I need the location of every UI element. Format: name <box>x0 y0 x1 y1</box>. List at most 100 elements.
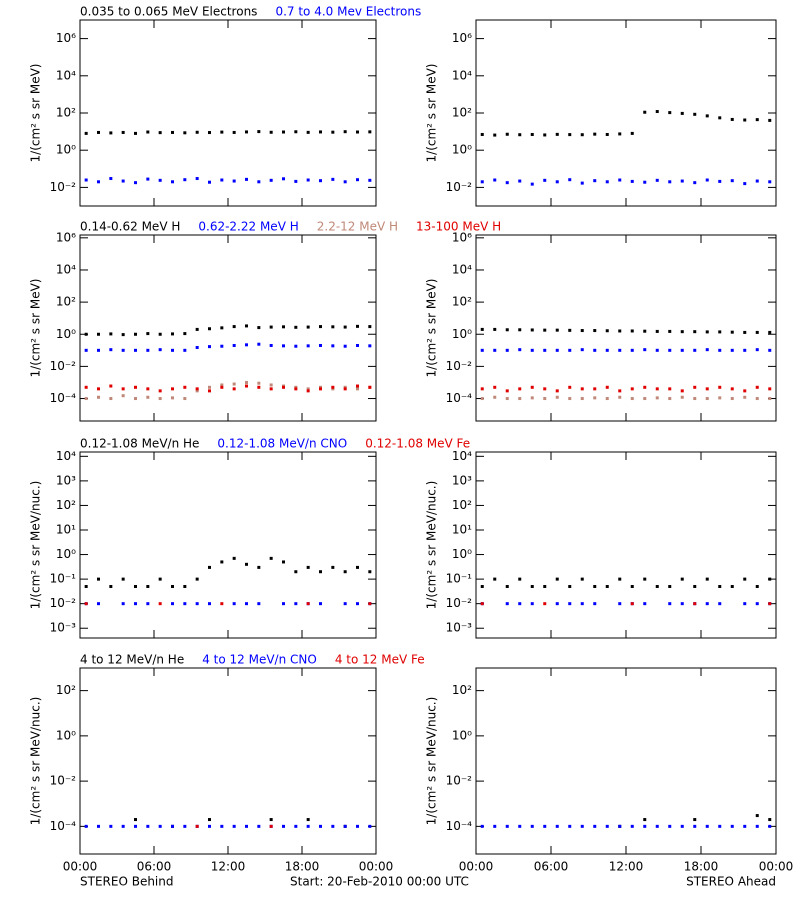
y-tick-label: 10⁻³ <box>50 621 77 635</box>
data-point <box>580 181 584 185</box>
data-point <box>356 178 359 182</box>
data-point <box>743 182 747 186</box>
y-tick-label: 10² <box>452 498 472 512</box>
data-point <box>195 130 199 134</box>
data-point <box>518 824 522 828</box>
data-point <box>643 110 647 114</box>
data-point <box>768 118 772 122</box>
y-tick-label: 10⁰ <box>452 547 472 561</box>
data-point <box>655 396 659 400</box>
data-point <box>97 577 100 581</box>
data-point <box>343 130 347 134</box>
data-point <box>245 602 248 606</box>
data-point <box>605 585 609 589</box>
data-point <box>109 585 113 589</box>
data-point <box>245 380 248 384</box>
y-axis-label: 1/(cm² s sr MeV/nuc.) <box>425 481 439 610</box>
data-point <box>146 177 150 181</box>
data-point <box>294 179 298 183</box>
data-point <box>518 397 522 401</box>
data-point <box>208 327 211 331</box>
data-point <box>109 397 113 401</box>
data-point <box>505 181 509 185</box>
y-axis-label: 1/(cm² s sr MeV/nuc.) <box>29 481 43 610</box>
data-point <box>97 824 100 828</box>
data-point <box>480 585 484 589</box>
data-point <box>171 332 174 336</box>
data-point <box>493 824 497 828</box>
data-point <box>294 385 298 389</box>
data-point <box>158 131 162 135</box>
y-tick-label: 10⁻² <box>446 359 473 373</box>
data-point <box>245 824 248 828</box>
data-point <box>195 387 199 391</box>
data-point <box>356 384 359 388</box>
data-point <box>593 132 597 136</box>
data-point <box>630 602 634 606</box>
legend-entry: 0.12-1.08 MeV/n He <box>80 437 199 451</box>
data-point <box>294 824 298 828</box>
data-point <box>220 383 224 387</box>
data-point <box>605 348 609 352</box>
data-point <box>580 824 584 828</box>
data-point <box>245 130 248 134</box>
footer-left: STEREO Behind <box>80 875 174 889</box>
data-point <box>643 385 647 389</box>
data-point <box>134 348 137 352</box>
data-point <box>518 133 522 137</box>
data-point <box>319 130 322 134</box>
x-tick-label: 18:00 <box>684 860 719 874</box>
data-point <box>368 824 372 828</box>
data-point <box>505 585 509 589</box>
data-point <box>755 585 759 589</box>
data-point <box>543 178 547 182</box>
y-axis-label: 1/(cm² s sr MeV) <box>29 64 43 163</box>
data-point <box>668 329 672 333</box>
data-point <box>668 180 672 184</box>
y-tick-label: 10⁴ <box>56 262 76 276</box>
data-point <box>183 348 187 352</box>
data-point <box>208 602 211 606</box>
plot-frame <box>475 234 777 422</box>
data-point <box>109 824 113 828</box>
data-point <box>183 824 187 828</box>
data-point <box>693 348 697 352</box>
data-point <box>555 824 559 828</box>
data-point <box>294 325 298 329</box>
data-point <box>121 602 125 606</box>
y-tick-label: 10⁰ <box>452 143 472 157</box>
data-point <box>121 387 125 391</box>
data-point <box>743 824 747 828</box>
data-point <box>343 387 347 391</box>
data-point <box>356 324 359 328</box>
data-point <box>306 344 310 348</box>
data-point <box>306 824 310 828</box>
data-point <box>668 348 672 352</box>
data-point <box>655 110 659 114</box>
data-point <box>208 818 211 822</box>
footer-center: Start: 20-Feb-2010 00:00 UTC <box>290 875 469 889</box>
data-point <box>743 577 747 581</box>
data-point <box>505 348 509 352</box>
data-point <box>580 387 584 391</box>
data-point <box>331 344 335 348</box>
x-tick-label: 00:00 <box>359 860 394 874</box>
data-point <box>343 325 347 329</box>
data-point <box>195 327 199 331</box>
data-point <box>768 818 772 822</box>
data-point <box>693 602 697 606</box>
data-point <box>680 577 684 581</box>
x-tick-label: 00:00 <box>63 860 98 874</box>
data-point <box>730 330 734 334</box>
data-point <box>693 585 697 589</box>
data-point <box>208 131 211 135</box>
data-point <box>134 131 137 135</box>
data-point <box>530 328 534 332</box>
data-point <box>755 824 759 828</box>
legend-entry: 0.7 to 4.0 Mev Electrons <box>275 5 421 19</box>
data-point <box>518 348 522 352</box>
data-point <box>518 328 522 332</box>
data-point <box>768 348 772 352</box>
data-point <box>343 385 347 389</box>
data-point <box>146 387 150 391</box>
